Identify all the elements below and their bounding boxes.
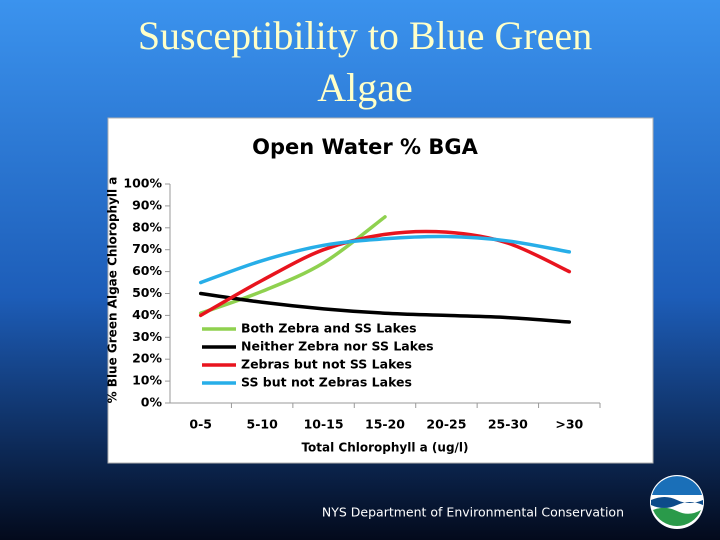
- y-tick-label: 40%: [132, 307, 162, 322]
- y-tick-label: 90%: [132, 197, 162, 212]
- x-tick-label: 5-10: [247, 417, 279, 432]
- y-tick-label: 10%: [132, 373, 162, 388]
- y-tick-label: 80%: [132, 219, 162, 234]
- slide-title: Susceptibility to Blue Green Algae: [138, 13, 592, 110]
- series-line: [198, 229, 572, 318]
- x-tick-label: 20-25: [426, 417, 466, 432]
- y-tick-label: 20%: [132, 351, 162, 366]
- series-line: [198, 291, 572, 324]
- y-axis-label: % Blue Green Algae Chlorophyll a: [106, 177, 120, 404]
- x-tick-label: 15-20: [365, 417, 405, 432]
- legend-label: Neither Zebra nor SS Lakes: [241, 339, 434, 354]
- footer: NYS Department of Environmental Conserva…: [322, 505, 624, 520]
- legend-label: SS but not Zebras Lakes: [241, 375, 412, 390]
- y-tick-label: 30%: [132, 329, 162, 344]
- x-tick-label: 25-30: [488, 417, 528, 432]
- y-tick-label: 100%: [123, 176, 162, 191]
- y-tick-label: 70%: [132, 241, 162, 256]
- logo: [650, 475, 704, 529]
- chart-frame: [107, 117, 654, 464]
- series-line: [198, 234, 572, 285]
- y-tick-label: 50%: [132, 285, 162, 300]
- legend-label: Zebras but not SS Lakes: [241, 357, 412, 372]
- y-tick-label: 0%: [141, 395, 163, 410]
- y-tick-label: 60%: [132, 263, 162, 278]
- x-tick-label: 0-5: [189, 417, 212, 432]
- x-tick-label: >30: [555, 417, 583, 432]
- x-axis-label: Total Chlorophyll a (ug/l): [301, 441, 468, 455]
- x-tick-label: 10-15: [304, 417, 344, 432]
- chart-title: Open Water % BGA: [252, 135, 479, 159]
- legend-label: Both Zebra and SS Lakes: [241, 321, 417, 336]
